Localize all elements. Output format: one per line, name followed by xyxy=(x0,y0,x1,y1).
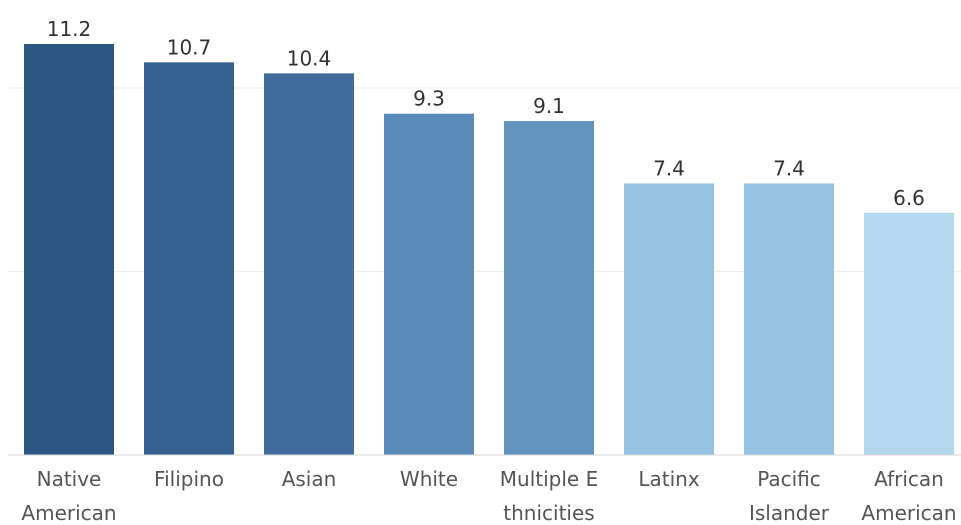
value-label-0: 11.2 xyxy=(47,17,92,41)
category-label-4-1: thnicities xyxy=(503,501,594,525)
bar-5 xyxy=(624,183,714,456)
category-label-0-0: Native xyxy=(37,467,102,491)
value-label-7: 6.6 xyxy=(893,186,925,210)
category-label-6-0: Pacific xyxy=(757,467,821,491)
category-label-7-1: American xyxy=(861,501,956,525)
category-label-3-0: White xyxy=(400,467,458,491)
bar-7 xyxy=(864,212,954,455)
category-label-6-1: Islander xyxy=(749,501,830,525)
value-label-5: 7.4 xyxy=(653,156,685,180)
bar-1 xyxy=(144,62,234,456)
category-labels: Native American Filipino Asian White Multiple… xyxy=(21,467,956,525)
bar-0 xyxy=(24,44,114,455)
category-label-2-0: Asian xyxy=(282,467,337,491)
bars xyxy=(24,44,954,456)
bar-2 xyxy=(264,73,354,455)
bar-6 xyxy=(744,183,834,456)
bar-3 xyxy=(384,113,474,456)
bar-4 xyxy=(504,121,594,455)
category-label-5-0: Latinx xyxy=(638,467,699,491)
category-label-0-1: American xyxy=(21,501,116,525)
value-label-1: 10.7 xyxy=(167,35,212,59)
value-labels: 11.2 10.7 10.4 9.3 9.1 7.4 7.4 6.6 xyxy=(47,17,925,210)
value-label-2: 10.4 xyxy=(287,46,332,70)
category-label-4-0: Multiple E xyxy=(500,467,598,491)
value-label-4: 9.1 xyxy=(533,94,565,118)
value-label-6: 7.4 xyxy=(773,156,805,180)
value-label-3: 9.3 xyxy=(413,87,445,111)
category-label-7-0: African xyxy=(874,467,944,491)
category-label-1-0: Filipino xyxy=(154,467,224,491)
